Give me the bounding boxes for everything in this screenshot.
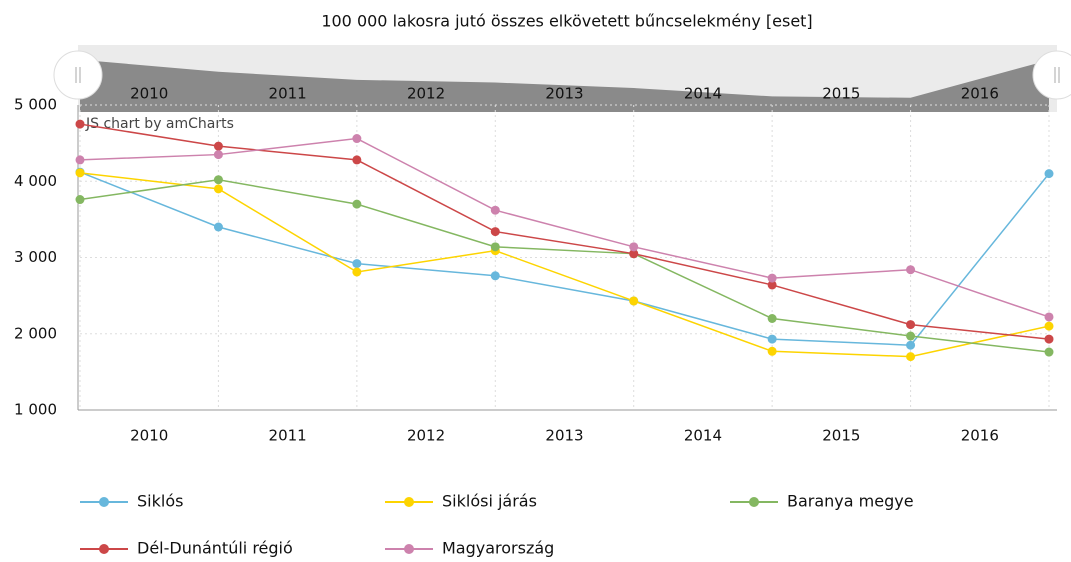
scrollbar-label: 2010 (130, 85, 168, 103)
data-point (767, 280, 777, 290)
data-point (1044, 312, 1054, 322)
scrollbar-grip[interactable] (53, 50, 103, 100)
y-tick-label: 4 000 (14, 172, 57, 190)
legend-label: Baranya megye (787, 492, 914, 511)
data-point (213, 175, 223, 185)
scrollbar-label: 2012 (407, 85, 445, 103)
legend-swatch (99, 497, 109, 507)
data-point (767, 334, 777, 344)
y-tick-label: 5 000 (14, 96, 57, 114)
data-point (75, 195, 85, 205)
x-tick-label: 2016 (961, 427, 999, 445)
scrollbar-graph (80, 59, 1049, 112)
data-point (213, 150, 223, 160)
scrollbar-label: 2016 (961, 85, 999, 103)
data-point (490, 242, 500, 252)
data-point (906, 331, 916, 341)
data-point (1044, 334, 1054, 344)
legend-swatch (404, 497, 414, 507)
data-point (906, 340, 916, 350)
data-point (352, 134, 362, 144)
data-point (75, 119, 85, 129)
data-point (490, 271, 500, 281)
data-point (352, 199, 362, 209)
series-line (79, 137, 1050, 318)
data-point (1044, 169, 1054, 179)
legend-label: Siklósi járás (442, 492, 537, 511)
data-point (767, 346, 777, 356)
x-tick-label: 2014 (684, 427, 722, 445)
series-line (79, 178, 1050, 353)
credit: JS chart by amCharts (85, 116, 234, 132)
data-point (213, 184, 223, 194)
data-point (629, 242, 639, 252)
series-line (79, 171, 1050, 346)
data-point (352, 155, 362, 165)
data-point (213, 222, 223, 232)
legend-label: Magyarország (442, 539, 554, 558)
legend-swatch (99, 544, 109, 554)
data-point (490, 227, 500, 237)
data-point (490, 205, 500, 215)
data-point (629, 249, 639, 259)
y-tick-label: 2 000 (14, 324, 57, 342)
data-point (75, 168, 85, 178)
legend-swatch (404, 544, 414, 554)
series-line (79, 172, 1050, 358)
data-point (352, 267, 362, 277)
legend-swatch (749, 497, 759, 507)
scrollbar-label: 2014 (684, 85, 722, 103)
data-point (629, 296, 639, 306)
x-tick-label: 2012 (407, 427, 445, 445)
x-tick-label: 2013 (545, 427, 583, 445)
legend-label: Dél-Dunántúli régió (137, 539, 293, 558)
data-point (75, 155, 85, 165)
chart-title: 100 000 lakosra jutó összes elkövetett b… (321, 12, 812, 31)
x-tick-label: 2015 (822, 427, 860, 445)
data-point (352, 259, 362, 269)
data-point (1044, 321, 1054, 331)
scrollbar-grip[interactable] (1032, 50, 1071, 100)
y-tick-label: 1 000 (14, 401, 57, 419)
x-tick-label: 2010 (130, 427, 168, 445)
data-point (767, 273, 777, 283)
scrollbar-label: 2011 (269, 85, 307, 103)
x-tick-label: 2011 (269, 427, 307, 445)
data-point (906, 265, 916, 275)
scrollbar-label: 2013 (545, 85, 583, 103)
y-tick-label: 3 000 (14, 248, 57, 266)
data-point (1044, 347, 1054, 357)
data-point (767, 314, 777, 323)
series-line (79, 123, 1050, 340)
scrollbar-label: 2015 (822, 85, 860, 103)
data-point (906, 352, 916, 362)
legend-label: Siklós (137, 492, 183, 511)
data-point (906, 320, 916, 330)
data-point (213, 141, 223, 151)
